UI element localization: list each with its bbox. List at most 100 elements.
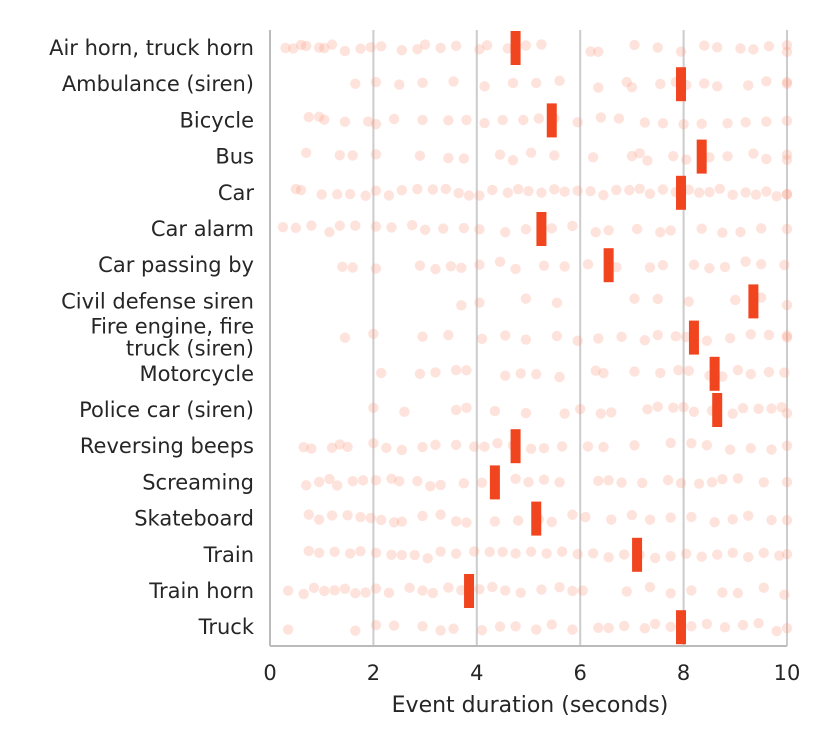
x-tick-0: 0 — [263, 661, 276, 685]
point-9-7 — [531, 369, 542, 380]
point-14-30 — [743, 551, 754, 563]
point-0-30 — [748, 44, 759, 55]
point-14-28 — [712, 549, 723, 560]
point-10-2 — [450, 404, 462, 416]
point-11-21 — [665, 437, 676, 449]
point-2-3 — [339, 116, 351, 128]
point-9-13 — [673, 364, 684, 376]
point-4-12 — [453, 187, 464, 199]
point-14-4 — [355, 546, 366, 557]
point-4-40 — [781, 189, 793, 200]
point-0-13 — [419, 39, 431, 50]
point-8-9 — [593, 333, 604, 344]
point-0-3 — [300, 40, 312, 52]
point-3-12 — [626, 150, 638, 162]
point-2-15 — [572, 117, 583, 128]
point-15-21 — [567, 585, 578, 597]
point-15-14 — [456, 584, 467, 596]
point-2-5 — [370, 118, 382, 130]
point-9-9 — [590, 365, 601, 376]
point-4-20 — [549, 184, 560, 195]
point-14-32 — [774, 550, 785, 561]
point-1-2 — [394, 79, 405, 90]
point-0-26 — [675, 46, 687, 57]
point-7-5 — [652, 293, 663, 305]
median-marker-8 — [688, 320, 699, 355]
point-0-32 — [781, 40, 793, 51]
point-4-0 — [290, 183, 302, 195]
point-0-20 — [520, 40, 532, 51]
point-13-20 — [626, 509, 638, 521]
point-10-14 — [688, 406, 700, 417]
point-12-2 — [324, 473, 335, 485]
point-1-16 — [712, 81, 723, 92]
point-6-14 — [644, 262, 656, 273]
point-15-5 — [339, 583, 351, 594]
point-0-25 — [652, 42, 663, 53]
point-5-8 — [406, 220, 418, 231]
point-11-7 — [396, 444, 408, 456]
point-8-12 — [652, 329, 663, 341]
point-2-13 — [533, 113, 545, 124]
point-14-2 — [329, 546, 340, 557]
point-16-14 — [603, 622, 614, 634]
point-16-1 — [350, 625, 361, 636]
point-11-25 — [745, 443, 757, 454]
point-8-19 — [781, 332, 793, 343]
x-tick-2: 2 — [367, 661, 380, 685]
point-13-10 — [435, 509, 446, 520]
point-1-0 — [350, 78, 361, 89]
point-13-2 — [326, 510, 338, 521]
point-0-7 — [339, 45, 351, 57]
point-8-11 — [639, 335, 651, 346]
point-9-4 — [461, 365, 472, 376]
point-16-20 — [701, 618, 713, 630]
point-9-19 — [763, 366, 775, 378]
point-4-17 — [512, 184, 524, 195]
point-3-13 — [634, 148, 645, 159]
point-13-23 — [686, 511, 697, 523]
point-4-37 — [750, 189, 762, 200]
point-5-23 — [717, 227, 728, 238]
point-11-0 — [298, 441, 309, 453]
point-12-14 — [510, 473, 521, 485]
point-4-41 — [781, 188, 793, 200]
point-11-11 — [469, 441, 480, 452]
point-4-16 — [502, 187, 514, 198]
point-11-5 — [368, 438, 379, 449]
point-14-13 — [484, 546, 495, 558]
category-label-3: Bus — [215, 145, 254, 169]
median-marker-7 — [748, 284, 759, 319]
category-label-14: Train — [203, 543, 254, 567]
point-16-6 — [448, 623, 459, 634]
point-11-16 — [538, 442, 550, 454]
point-3-4 — [414, 150, 426, 161]
point-11-15 — [525, 443, 537, 455]
point-12-24 — [693, 478, 705, 489]
point-3-16 — [680, 154, 692, 165]
point-15-22 — [577, 585, 588, 596]
point-11-3 — [334, 439, 345, 450]
point-5-4 — [334, 220, 345, 231]
point-9-16 — [717, 371, 728, 382]
point-12-23 — [675, 477, 687, 489]
point-12-21 — [637, 477, 648, 489]
point-3-14 — [642, 155, 653, 166]
point-7-7 — [730, 294, 741, 306]
point-4-38 — [761, 186, 772, 197]
point-0-4 — [313, 42, 325, 53]
point-6-12 — [582, 259, 594, 270]
point-3-6 — [458, 153, 470, 164]
point-16-25 — [781, 622, 793, 634]
point-13-21 — [644, 514, 656, 525]
point-0-28 — [712, 42, 723, 53]
point-10-11 — [652, 401, 663, 412]
point-4-1 — [295, 184, 307, 196]
point-1-8 — [554, 75, 565, 87]
point-8-2 — [417, 331, 428, 342]
point-0-6 — [326, 39, 338, 50]
category-label-0: Air horn, truck horn — [49, 36, 254, 60]
point-6-20 — [755, 258, 767, 270]
point-8-10 — [616, 331, 627, 342]
point-2-11 — [497, 114, 508, 126]
